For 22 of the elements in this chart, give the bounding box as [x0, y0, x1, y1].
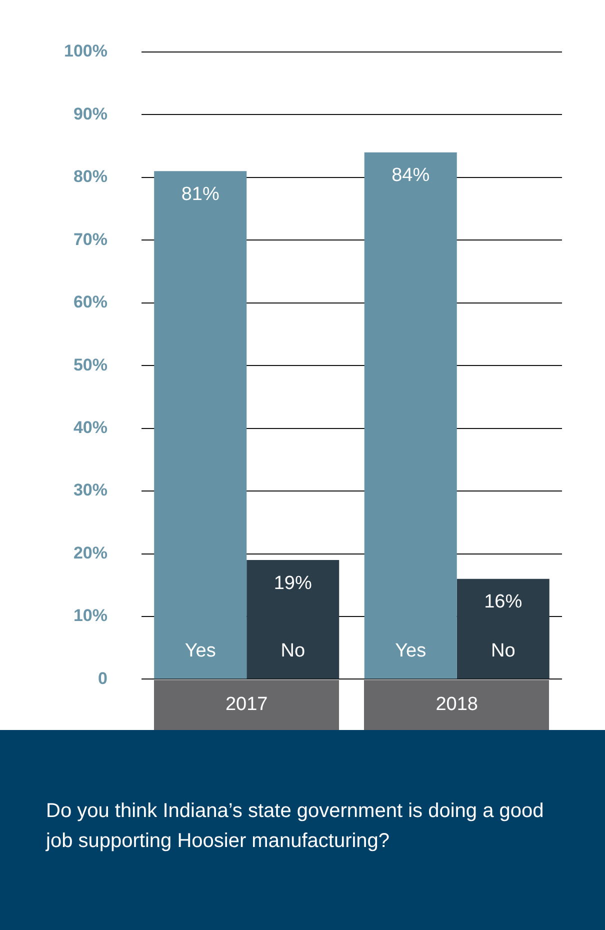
y-tick-label: 100%	[64, 42, 108, 61]
data-label: 16%	[484, 592, 522, 613]
y-tick-label: 20%	[73, 543, 108, 562]
y-tick-label: 40%	[73, 418, 108, 438]
data-label: 84%	[392, 165, 430, 186]
y-tick-label: 30%	[73, 480, 108, 500]
y-tick-label: 80%	[73, 167, 108, 186]
y-tick-label: 60%	[73, 292, 108, 312]
data-label: 81%	[181, 184, 220, 205]
series-label: No	[280, 640, 306, 662]
y-tick-label: 0	[98, 668, 108, 688]
text: No	[490, 640, 516, 662]
y-tick-label: 90%	[73, 104, 108, 124]
y-tick-label: 70%	[73, 230, 108, 249]
x-tick-label: 2018	[436, 694, 478, 715]
data-label: 19%	[274, 572, 312, 594]
text: Yes	[395, 640, 426, 662]
series-label: Yes	[184, 640, 216, 662]
y-tick-label: 50%	[73, 355, 108, 374]
y-tick-label: 10%	[73, 606, 108, 626]
x-tick-label: 2017	[225, 694, 268, 715]
text: Do you think Indiana’s state government is doing a good job supporting Hoosier manufacturing?	[0, 730, 605, 930]
